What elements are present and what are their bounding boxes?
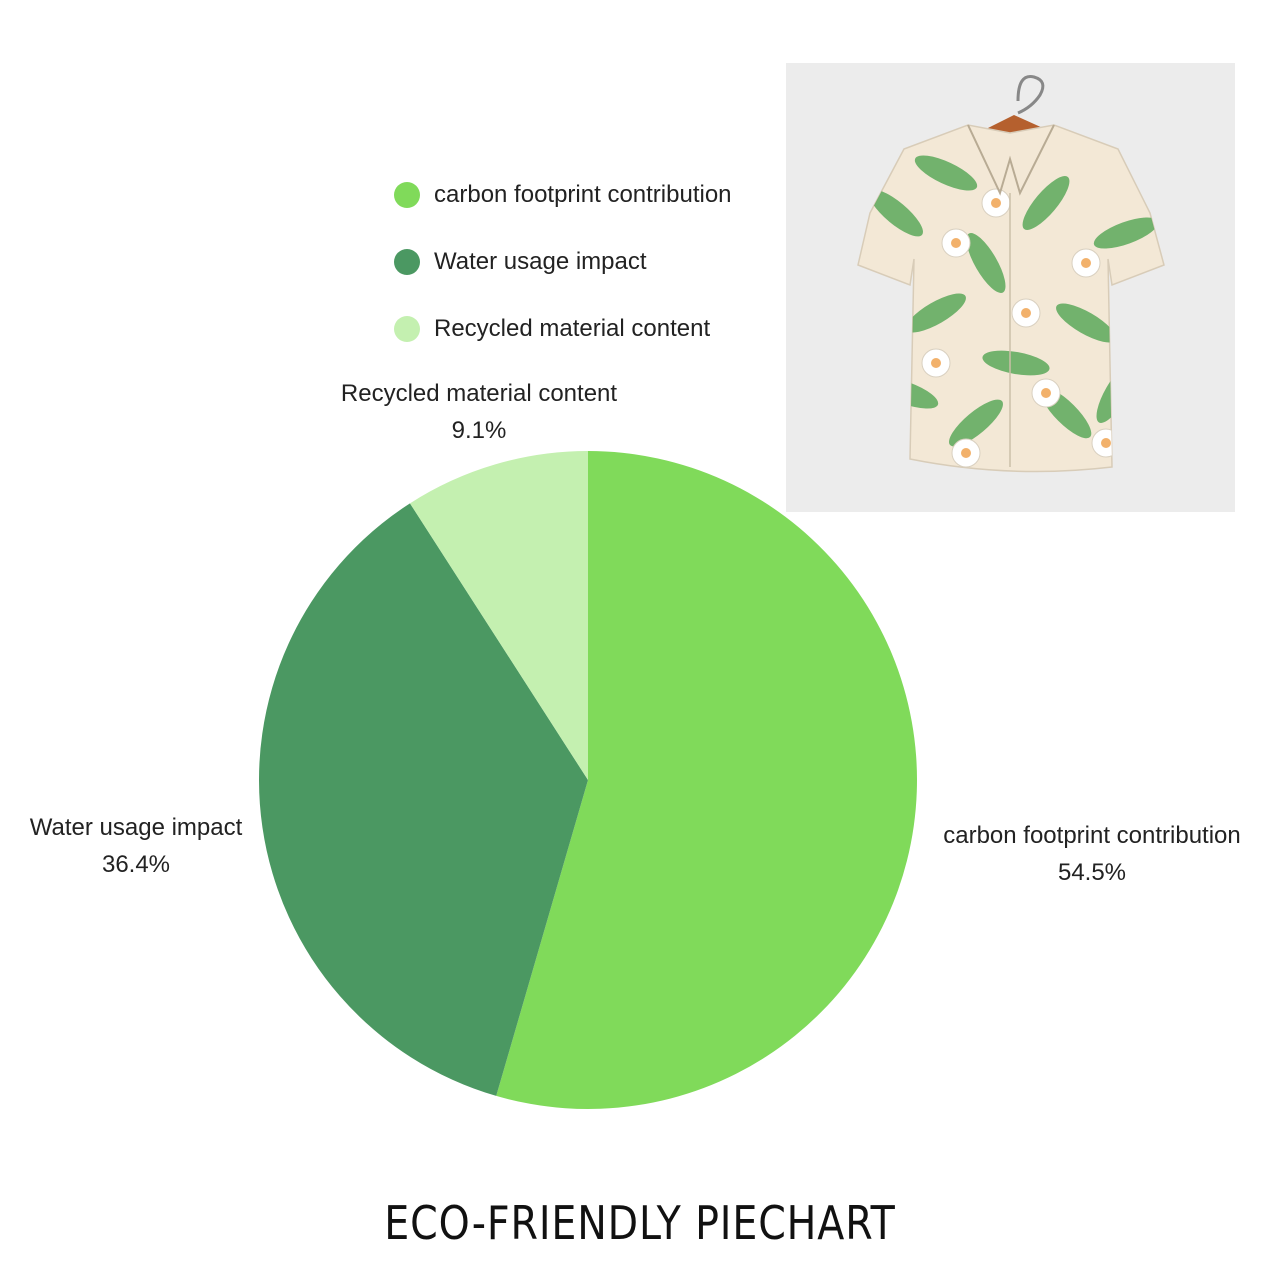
slice-label-recycled-name: Recycled material content — [340, 380, 618, 407]
leaf-8 — [949, 399, 1003, 447]
flower-center-5 — [991, 198, 1001, 208]
flower-center-1 — [1021, 308, 1031, 318]
flower-center-2 — [1081, 258, 1091, 268]
flower-center-3 — [931, 358, 941, 368]
slice-label-water-name: Water usage impact — [29, 814, 243, 841]
chart-legend: carbon footprint contribution Water usag… — [394, 178, 732, 379]
leaf-9 — [982, 350, 1050, 376]
legend-label-recycled: Recycled material content — [434, 315, 711, 342]
legend-item-water: Water usage impact — [394, 245, 732, 279]
slice-label-carbon-name: carbon footprint contribution — [943, 822, 1241, 849]
leaf-6 — [1093, 217, 1159, 249]
hanger-hook — [1016, 75, 1045, 115]
leaf-5 — [1056, 303, 1116, 343]
legend-label-water: Water usage impact — [434, 248, 647, 275]
shirt-illustration — [857, 75, 1165, 473]
legend-swatch-recycled — [394, 316, 420, 342]
slice-label-water: Water usage impact 36.4% — [16, 809, 256, 883]
leaf-4 — [1022, 176, 1070, 230]
flower-center-4 — [1041, 388, 1051, 398]
leaf-1 — [906, 293, 966, 333]
slice-label-recycled: Recycled material content 9.1% — [322, 375, 636, 449]
slice-label-water-value: 36.4% — [101, 851, 171, 878]
slice-label-carbon-value: 54.5% — [1057, 859, 1127, 886]
chart-title: ECO-FRIENDLY PIECHART — [384, 1196, 896, 1250]
pie-slice-water — [258, 503, 588, 1096]
shirt-body — [857, 124, 1165, 473]
flower-center-0 — [951, 238, 961, 248]
flower-center-6 — [1101, 438, 1111, 448]
leaf-0 — [869, 189, 923, 237]
legend-label-carbon: carbon footprint contribution — [434, 181, 732, 208]
pie-slice-carbon — [496, 451, 917, 1109]
legend-swatch-water — [394, 249, 420, 275]
leaf-3 — [966, 233, 1006, 293]
slice-label-carbon: carbon footprint contribution 54.5% — [926, 817, 1258, 891]
pie-slice-recycled — [409, 451, 588, 780]
shirt-collar — [967, 124, 1055, 196]
flower-center-7 — [961, 448, 971, 458]
slice-label-recycled-value: 9.1% — [451, 417, 507, 444]
legend-item-recycled: Recycled material content — [394, 312, 732, 346]
legend-swatch-carbon — [394, 182, 420, 208]
leaf-11 — [914, 155, 978, 191]
pie-slices — [258, 451, 917, 1109]
hawaiian-shirt-photo — [786, 63, 1235, 512]
legend-item-carbon: carbon footprint contribution — [394, 178, 732, 212]
